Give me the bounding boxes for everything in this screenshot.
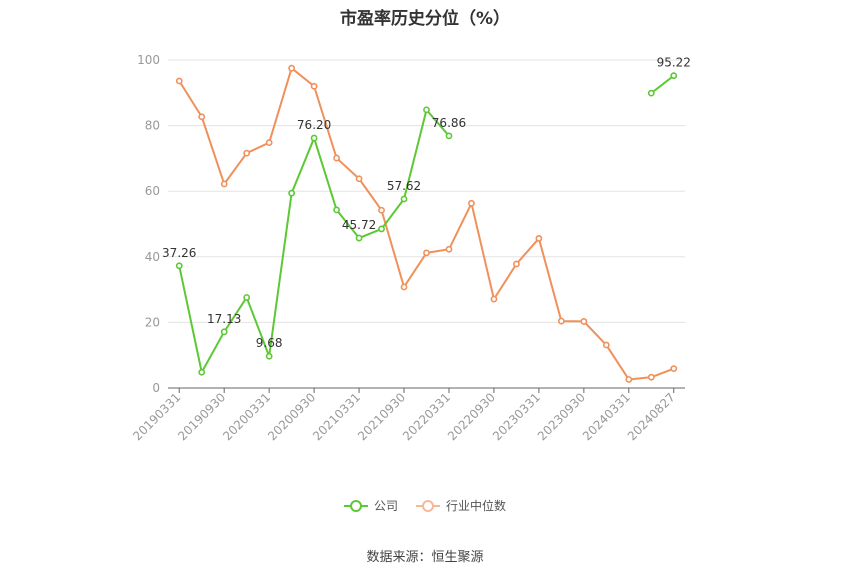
x-tick-label: 20190930 [175, 390, 228, 443]
y-tick-label: 80 [145, 119, 160, 133]
y-tick-label: 0 [152, 381, 160, 395]
chart-title: 市盈率历史分位（%） [339, 9, 511, 29]
y-tick-label: 60 [145, 184, 160, 198]
y-tick-label: 20 [145, 315, 160, 329]
data-point [445, 132, 453, 140]
series-line-segment [178, 108, 450, 374]
data-point [175, 262, 183, 270]
data-point [198, 368, 206, 376]
data-point [445, 245, 453, 253]
data-point [310, 134, 318, 142]
x-tick-label: 20230331 [490, 390, 543, 443]
data-point [647, 89, 655, 97]
data-label: 57.62 [387, 179, 421, 193]
data-label: 76.86 [432, 116, 466, 130]
data-point [265, 352, 273, 360]
data-point [670, 72, 678, 80]
data-label: 17.13 [207, 312, 241, 326]
data-point [557, 317, 565, 325]
data-point [670, 365, 678, 373]
series-industry [175, 64, 678, 383]
data-point [580, 318, 588, 325]
data-point [423, 249, 430, 257]
data-point [288, 64, 296, 72]
data-point [243, 149, 251, 157]
x-tick-label: 20190331 [130, 390, 183, 443]
grid-lines [168, 59, 685, 323]
data-point [265, 139, 273, 147]
series-line-segment [650, 74, 675, 94]
data-point [625, 376, 633, 383]
data-source-note: 数据来源：恒生聚源 [366, 550, 484, 565]
legend-item-company[interactable]: 公司 [343, 497, 398, 514]
legend-item-industry[interactable]: 行业中位数 [416, 497, 506, 514]
data-labels: 37.26 17.13 9.68 76.20 45.72 57.62 76.86 95.22 [162, 56, 691, 351]
data-point [310, 82, 318, 90]
data-label: 37.26 [162, 246, 196, 260]
data-point [243, 294, 251, 301]
x-tick-label: 20200331 [220, 390, 273, 443]
legend: 公司 行业中位数 [0, 497, 850, 514]
data-label: 76.20 [297, 118, 331, 132]
y-tick-label: 100 [137, 53, 160, 67]
data-point [513, 260, 520, 268]
data-point [198, 113, 206, 121]
x-tick-label: 20220930 [445, 390, 498, 443]
data-point [602, 341, 610, 349]
x-tick-label: 20230930 [535, 390, 588, 443]
data-point [400, 195, 408, 203]
axes: 0 20 40 60 80 100 2019033120190930202003312020… [130, 53, 685, 443]
legend-industry-marker-icon [416, 499, 440, 513]
data-point [333, 154, 340, 162]
data-point [490, 295, 498, 303]
data-point [535, 235, 543, 242]
x-tick-label: 20240331 [580, 390, 633, 443]
data-label: 9.68 [256, 336, 283, 350]
x-tick-label: 20210930 [355, 390, 408, 443]
data-point [220, 328, 228, 336]
legend-company-label: 公司 [373, 499, 398, 513]
data-point [423, 106, 430, 114]
data-point [468, 199, 475, 207]
data-point [647, 373, 655, 381]
legend-industry-label: 行业中位数 [446, 499, 507, 513]
x-tick-label: 20200930 [265, 390, 318, 443]
y-tick-label: 40 [145, 250, 160, 264]
x-tick-label: 20220331 [400, 390, 453, 443]
data-point [378, 206, 385, 214]
data-point [333, 206, 340, 214]
data-point [355, 175, 363, 183]
data-point [355, 234, 363, 242]
data-point [175, 77, 183, 85]
data-label: 95.22 [657, 56, 691, 70]
data-label: 45.72 [342, 218, 376, 232]
series-company [175, 72, 678, 376]
data-point [288, 189, 296, 197]
data-point [378, 225, 385, 233]
x-tick-label: 20240827 [625, 390, 678, 443]
legend-company-marker-icon [343, 499, 368, 513]
x-tick-label: 20210331 [310, 390, 363, 443]
series-lines [175, 64, 678, 383]
series-line-segment [178, 67, 675, 381]
data-point [220, 180, 228, 188]
data-point [400, 283, 408, 291]
